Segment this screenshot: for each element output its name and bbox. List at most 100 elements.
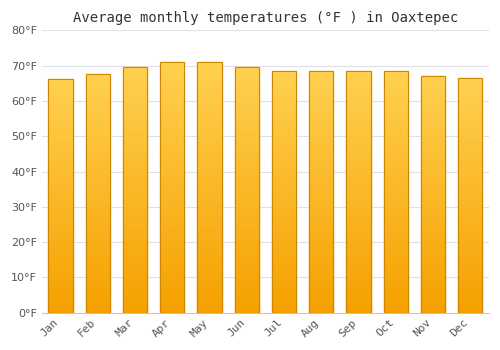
Bar xyxy=(198,208,222,210)
Bar xyxy=(160,215,184,217)
Bar xyxy=(458,308,482,310)
Bar xyxy=(346,272,370,274)
Bar xyxy=(123,195,147,197)
Bar xyxy=(421,157,445,159)
Bar xyxy=(123,77,147,79)
Bar xyxy=(48,163,72,166)
Bar xyxy=(421,289,445,291)
Bar xyxy=(384,141,408,144)
Bar xyxy=(86,179,110,182)
Bar xyxy=(272,110,296,112)
Bar xyxy=(384,110,408,112)
Bar xyxy=(234,178,259,180)
Bar xyxy=(272,136,296,139)
Bar xyxy=(86,241,110,244)
Bar xyxy=(384,204,408,206)
Bar xyxy=(272,238,296,240)
Bar xyxy=(309,252,334,255)
Bar xyxy=(48,161,72,163)
Bar xyxy=(48,159,72,161)
Bar xyxy=(309,216,334,218)
Bar xyxy=(86,301,110,303)
Bar xyxy=(309,257,334,259)
Bar xyxy=(309,199,334,202)
Bar xyxy=(86,222,110,224)
Bar xyxy=(123,170,147,173)
Bar xyxy=(48,266,72,268)
Bar xyxy=(234,72,259,75)
Bar xyxy=(123,146,147,148)
Bar xyxy=(272,151,296,153)
Bar xyxy=(309,187,334,189)
Bar xyxy=(458,177,482,179)
Bar xyxy=(384,226,408,228)
Bar xyxy=(86,232,110,234)
Bar xyxy=(346,112,370,114)
Bar xyxy=(123,79,147,82)
Bar xyxy=(234,207,259,210)
Bar xyxy=(421,98,445,100)
Bar xyxy=(272,267,296,269)
Bar xyxy=(123,227,147,229)
Bar xyxy=(123,197,147,200)
Bar xyxy=(48,121,72,124)
Bar xyxy=(160,232,184,235)
Bar xyxy=(458,88,482,90)
Bar xyxy=(272,250,296,252)
Bar xyxy=(384,214,408,216)
Bar xyxy=(86,117,110,119)
Bar xyxy=(346,105,370,107)
Bar xyxy=(86,100,110,103)
Bar xyxy=(384,291,408,293)
Bar xyxy=(421,265,445,268)
Bar xyxy=(346,308,370,310)
Bar xyxy=(234,163,259,166)
Bar xyxy=(272,124,296,127)
Bar xyxy=(123,202,147,205)
Bar xyxy=(458,231,482,233)
Bar xyxy=(384,160,408,163)
Bar xyxy=(309,177,334,180)
Bar xyxy=(48,208,72,210)
Bar xyxy=(48,128,72,131)
Bar xyxy=(272,165,296,168)
Bar xyxy=(346,255,370,257)
Bar xyxy=(458,189,482,191)
Bar xyxy=(346,93,370,95)
Bar xyxy=(198,97,222,100)
Bar xyxy=(309,303,334,306)
Bar xyxy=(309,163,334,165)
Bar xyxy=(384,76,408,78)
Bar xyxy=(48,306,72,308)
Bar xyxy=(48,98,72,100)
Bar xyxy=(421,214,445,216)
Bar xyxy=(272,119,296,122)
Bar xyxy=(198,300,222,303)
Bar xyxy=(234,288,259,290)
Bar xyxy=(346,103,370,105)
Bar xyxy=(309,76,334,78)
Bar xyxy=(86,127,110,129)
Bar xyxy=(234,85,259,87)
Bar xyxy=(198,127,222,130)
Bar xyxy=(86,246,110,248)
Bar xyxy=(234,134,259,136)
Bar xyxy=(48,156,72,159)
Bar xyxy=(421,232,445,234)
Bar xyxy=(309,168,334,170)
Bar xyxy=(123,84,147,87)
Bar xyxy=(234,259,259,261)
Bar xyxy=(421,76,445,313)
Bar xyxy=(346,286,370,288)
Bar xyxy=(421,197,445,199)
Bar xyxy=(384,80,408,83)
Bar xyxy=(160,100,184,102)
Bar xyxy=(458,299,482,301)
Bar xyxy=(234,224,259,227)
Bar xyxy=(234,77,259,80)
Bar xyxy=(272,98,296,100)
Bar xyxy=(123,168,147,170)
Bar xyxy=(458,301,482,303)
Bar xyxy=(123,114,147,116)
Bar xyxy=(160,295,184,298)
